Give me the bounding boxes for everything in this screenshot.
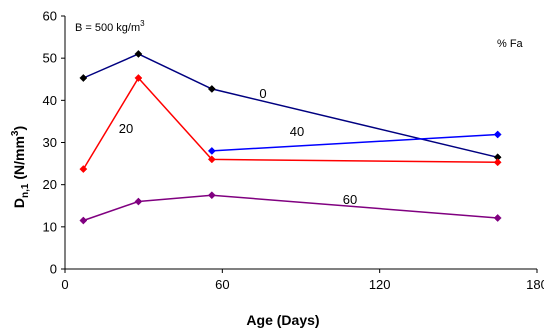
y-tick-label: 10 [43, 219, 57, 234]
x-tick-label: 120 [369, 277, 391, 292]
y-tick-label: 0 [50, 262, 57, 277]
fa-legend-title: % Fa [497, 38, 524, 50]
series-20 [79, 74, 502, 174]
x-tick-label: 0 [61, 277, 68, 292]
series-layer [79, 49, 502, 225]
x-tick-label: 60 [215, 277, 229, 292]
data-point [207, 155, 216, 164]
data-point [79, 216, 88, 225]
data-point [134, 74, 143, 82]
y-tick-label: 20 [43, 177, 57, 192]
series-40 [207, 130, 502, 155]
x-tick-label: 180 [526, 277, 544, 292]
data-point [79, 165, 88, 174]
series-label: 0 [259, 86, 266, 101]
data-point [79, 74, 88, 82]
y-tick-label: 40 [43, 93, 57, 108]
data-point [493, 214, 502, 222]
density-annotation: B = 500 kg/m3 [75, 19, 145, 34]
y-tick-label: 60 [43, 9, 57, 24]
data-point [134, 197, 143, 206]
data-point [134, 49, 143, 58]
y-tick-label: 50 [43, 51, 57, 66]
data-point [493, 130, 502, 139]
series-line [83, 53, 498, 159]
data-point [207, 191, 216, 200]
data-point [493, 158, 502, 167]
series-line [83, 194, 498, 222]
series-label: 40 [290, 124, 304, 139]
axes: 0 10 20 30 40 50 60 0 60 120 180 [43, 9, 544, 293]
series-labels: 0 20 40 60 [119, 86, 357, 207]
y-tick-label: 30 [43, 135, 57, 150]
series-label: 20 [119, 121, 133, 136]
series-label: 60 [343, 192, 357, 207]
y-axis-title: Dn,1 (N/mm3) [10, 126, 31, 208]
series-60 [79, 191, 502, 225]
series-line [211, 133, 498, 152]
data-point [207, 84, 216, 93]
data-point [207, 146, 216, 155]
series-0 [79, 49, 502, 162]
x-axis-title: Age (Days) [246, 312, 319, 328]
series-line [82, 76, 498, 170]
